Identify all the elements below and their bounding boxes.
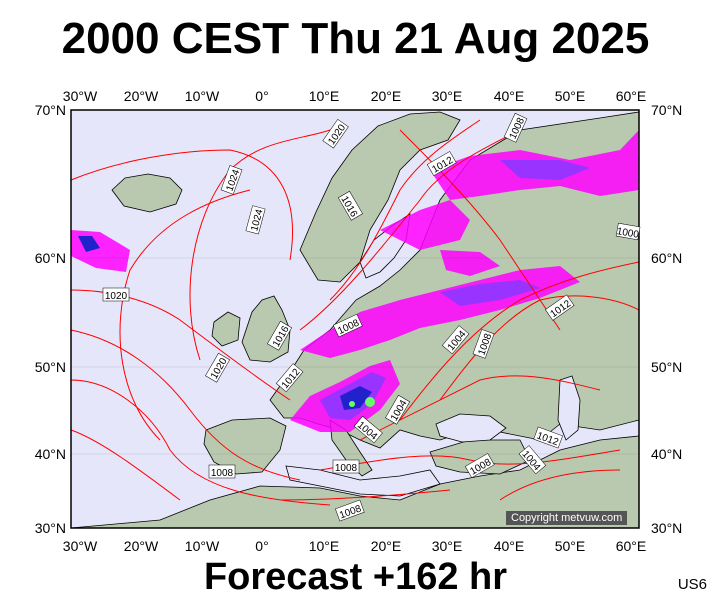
land-masses	[70, 111, 640, 529]
svg-text:1008: 1008	[211, 468, 234, 479]
lon-label: 60°E	[616, 538, 647, 554]
iceland	[111, 173, 183, 213]
graticule	[71, 257, 639, 455]
lon-label: 0°	[255, 538, 268, 554]
lon-label: 20°W	[124, 538, 159, 554]
forecast-label: Forecast +162 hr	[203, 556, 508, 598]
iberia	[203, 417, 287, 475]
svg-text:1008: 1008	[335, 463, 358, 474]
isobar-label: 1000	[616, 222, 641, 241]
lon-label: 20°W	[124, 88, 159, 104]
lat-label: 30°N	[651, 520, 682, 536]
lon-label: 10°E	[309, 538, 340, 554]
lon-label: 10°W	[185, 538, 220, 554]
lon-label: 20°E	[371, 88, 402, 104]
map-title: 2000 CEST Thu 21 Aug 2025	[61, 14, 650, 63]
scandinavia	[299, 111, 461, 283]
lat-label: 70°N	[35, 102, 66, 118]
lat-label: 70°N	[651, 102, 682, 118]
lon-label: 30°E	[432, 88, 463, 104]
italy	[329, 419, 373, 477]
svg-text:1000: 1000	[616, 226, 640, 241]
copyright-badge: Copyright metvuw.com	[506, 511, 628, 525]
lon-label: 60°E	[616, 88, 647, 104]
lon-label: 50°E	[555, 88, 586, 104]
lon-label: 30°W	[63, 88, 98, 104]
black-sea	[435, 413, 507, 443]
lon-label: 10°E	[309, 88, 340, 104]
mainland-europe	[269, 111, 640, 449]
lat-label: 40°N	[35, 446, 66, 462]
lat-label: 40°N	[651, 446, 682, 462]
lat-labels-right: 70°N 60°N 50°N 40°N 30°N	[651, 102, 682, 536]
caspian-sea	[557, 375, 581, 441]
precipitation	[71, 130, 639, 432]
map-frame	[70, 109, 640, 529]
isobar-label: 1020	[102, 287, 130, 302]
isobar-label: 1008	[208, 464, 236, 479]
isobar-label: 1008	[332, 459, 360, 474]
lat-label: 60°N	[651, 250, 682, 266]
lon-label: 30°E	[432, 538, 463, 554]
svg-text:1020: 1020	[105, 291, 128, 302]
lon-labels-top: 30°W 20°W 10°W 0° 10°E 20°E 30°E 40°E 50…	[63, 88, 646, 104]
lat-label: 50°N	[651, 359, 682, 375]
region-code: US6	[677, 576, 707, 593]
mediterranean	[285, 465, 441, 497]
lat-label: 30°N	[35, 520, 66, 536]
lon-label: 0°	[255, 88, 268, 104]
lon-label: 40°E	[494, 88, 525, 104]
lon-label: 10°W	[185, 88, 220, 104]
lon-label: 50°E	[555, 538, 586, 554]
ireland	[211, 311, 241, 347]
lat-label: 60°N	[35, 250, 66, 266]
lat-label: 50°N	[35, 359, 66, 375]
lon-label: 40°E	[494, 538, 525, 554]
lon-label: 20°E	[371, 538, 402, 554]
lon-label: 30°W	[63, 538, 98, 554]
lat-labels-left: 70°N 60°N 50°N 40°N 30°N	[35, 102, 66, 536]
lon-labels-bottom: 30°W 20°W 10°W 0° 10°E 20°E 30°E 40°E 50…	[63, 538, 646, 554]
